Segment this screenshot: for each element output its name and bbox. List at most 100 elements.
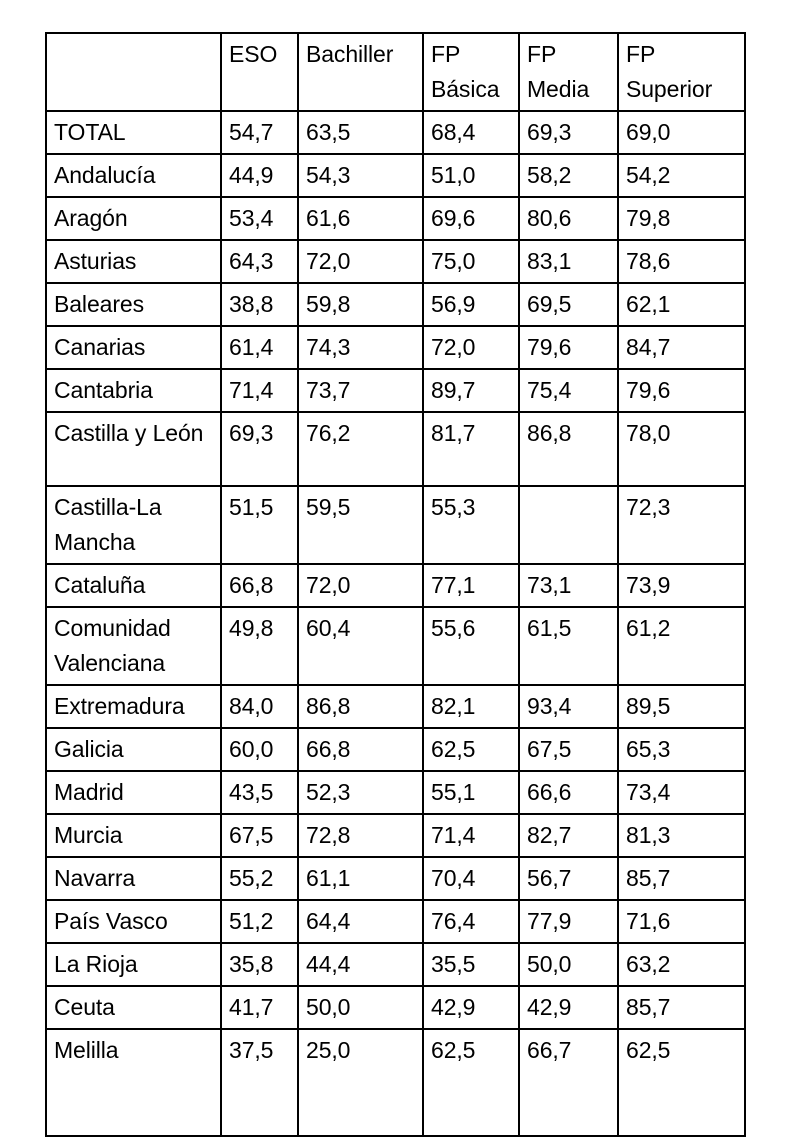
cell-eso: 51,2 <box>220 899 299 944</box>
cell-fp_media <box>518 485 619 565</box>
cell-bachiller: 50,0 <box>297 985 424 1030</box>
cell-fp_superior: 62,1 <box>617 282 746 327</box>
cell-fp_media: 42,9 <box>518 985 619 1030</box>
cell-fp_superior: 54,2 <box>617 153 746 198</box>
cell-bachiller: 86,8 <box>297 684 424 729</box>
cell-fp_superior: 84,7 <box>617 325 746 370</box>
row-label-cell: Canarias <box>45 325 222 370</box>
cell-fp_superior: 69,0 <box>617 110 746 155</box>
cell-eso: 38,8 <box>220 282 299 327</box>
row-label-cell: Cataluña <box>45 563 222 608</box>
cell-eso: 35,8 <box>220 942 299 987</box>
cell-fp_basica: 69,6 <box>422 196 520 241</box>
cell-fp_superior: 63,2 <box>617 942 746 987</box>
cell-fp_basica: 56,9 <box>422 282 520 327</box>
row-label-cell: Andalucía <box>45 153 222 198</box>
cell-fp_basica: 76,4 <box>422 899 520 944</box>
table-row: Murcia 67,5 72,8 71,4 82,7 81,3 <box>45 813 746 858</box>
cell-bachiller: 60,4 <box>297 606 424 686</box>
cell-fp_superior: 81,3 <box>617 813 746 858</box>
row-label-cell: Melilla <box>45 1028 222 1137</box>
table-row: La Rioja 35,8 44,4 35,5 50,0 63,2 <box>45 942 746 987</box>
cell-eso: 66,8 <box>220 563 299 608</box>
table-row: Melilla 37,5 25,0 62,5 66,7 62,5 <box>45 1028 746 1137</box>
cell-eso: 54,7 <box>220 110 299 155</box>
cell-fp_media: 66,7 <box>518 1028 619 1137</box>
cell-fp_basica: 55,1 <box>422 770 520 815</box>
row-label-cell: Castilla-La Mancha <box>45 485 222 565</box>
table-row: Castilla y León 69,3 76,2 81,7 86,8 78,0 <box>45 411 746 487</box>
table-row: Cantabria 71,4 73,7 89,7 75,4 79,6 <box>45 368 746 413</box>
row-label-cell: Navarra <box>45 856 222 901</box>
row-label-cell: TOTAL <box>45 110 222 155</box>
table-row: Madrid 43,5 52,3 55,1 66,6 73,4 <box>45 770 746 815</box>
cell-bachiller: 74,3 <box>297 325 424 370</box>
cell-fp_basica: 75,0 <box>422 239 520 284</box>
row-label-cell: Castilla y León <box>45 411 222 487</box>
cell-fp_media: 50,0 <box>518 942 619 987</box>
cell-bachiller: 73,7 <box>297 368 424 413</box>
cell-eso: 84,0 <box>220 684 299 729</box>
column-header-fp-basica: FP Básica <box>422 32 520 112</box>
column-header-fp-media: FP Media <box>518 32 619 112</box>
column-header-eso: ESO <box>220 32 299 112</box>
cell-eso: 64,3 <box>220 239 299 284</box>
cell-fp_superior: 79,6 <box>617 368 746 413</box>
table-row: Cataluña 66,8 72,0 77,1 73,1 73,9 <box>45 563 746 608</box>
cell-fp_basica: 72,0 <box>422 325 520 370</box>
cell-fp_media: 67,5 <box>518 727 619 772</box>
cell-eso: 67,5 <box>220 813 299 858</box>
cell-fp_basica: 68,4 <box>422 110 520 155</box>
row-label-cell: Cantabria <box>45 368 222 413</box>
cell-fp_media: 82,7 <box>518 813 619 858</box>
cell-bachiller: 61,1 <box>297 856 424 901</box>
row-label-cell: Madrid <box>45 770 222 815</box>
cell-bachiller: 25,0 <box>297 1028 424 1137</box>
cell-eso: 44,9 <box>220 153 299 198</box>
table-row: Aragón 53,4 61,6 69,6 80,6 79,8 <box>45 196 746 241</box>
cell-fp_superior: 71,6 <box>617 899 746 944</box>
table-row: Baleares 38,8 59,8 56,9 69,5 62,1 <box>45 282 746 327</box>
cell-eso: 69,3 <box>220 411 299 487</box>
cell-bachiller: 64,4 <box>297 899 424 944</box>
column-header-fp-superior: FP Superior <box>617 32 746 112</box>
page-canvas: ESO Bachiller FP Básica FP Media FP Supe… <box>45 32 746 1137</box>
cell-fp_superior: 73,9 <box>617 563 746 608</box>
cell-fp_media: 83,1 <box>518 239 619 284</box>
cell-fp_media: 80,6 <box>518 196 619 241</box>
cell-eso: 61,4 <box>220 325 299 370</box>
cell-fp_basica: 35,5 <box>422 942 520 987</box>
column-header-bachiller: Bachiller <box>297 32 424 112</box>
cell-eso: 55,2 <box>220 856 299 901</box>
cell-bachiller: 61,6 <box>297 196 424 241</box>
table-row: Asturias 64,3 72,0 75,0 83,1 78,6 <box>45 239 746 284</box>
cell-bachiller: 66,8 <box>297 727 424 772</box>
table-head: ESO Bachiller FP Básica FP Media FP Supe… <box>45 32 746 112</box>
cell-fp_basica: 70,4 <box>422 856 520 901</box>
cell-bachiller: 59,5 <box>297 485 424 565</box>
table-row: Andalucía 44,9 54,3 51,0 58,2 54,2 <box>45 153 746 198</box>
cell-fp_media: 56,7 <box>518 856 619 901</box>
table-row: Ceuta 41,7 50,0 42,9 42,9 85,7 <box>45 985 746 1030</box>
cell-fp_superior: 89,5 <box>617 684 746 729</box>
row-label-cell: Aragón <box>45 196 222 241</box>
cell-fp_superior: 72,3 <box>617 485 746 565</box>
cell-bachiller: 52,3 <box>297 770 424 815</box>
cell-fp_media: 58,2 <box>518 153 619 198</box>
cell-fp_media: 86,8 <box>518 411 619 487</box>
cell-bachiller: 54,3 <box>297 153 424 198</box>
cell-fp_media: 77,9 <box>518 899 619 944</box>
cell-fp_superior: 62,5 <box>617 1028 746 1137</box>
cell-fp_basica: 55,3 <box>422 485 520 565</box>
row-label-cell: Asturias <box>45 239 222 284</box>
table-row: TOTAL 54,7 63,5 68,4 69,3 69,0 <box>45 110 746 155</box>
row-label-cell: Galicia <box>45 727 222 772</box>
table-row: Navarra 55,2 61,1 70,4 56,7 85,7 <box>45 856 746 901</box>
cell-fp_superior: 73,4 <box>617 770 746 815</box>
cell-fp_superior: 85,7 <box>617 856 746 901</box>
table-row: Castilla-La Mancha 51,5 59,5 55,3 72,3 <box>45 485 746 565</box>
cell-fp_basica: 89,7 <box>422 368 520 413</box>
cell-bachiller: 72,0 <box>297 239 424 284</box>
cell-bachiller: 59,8 <box>297 282 424 327</box>
cell-fp_basica: 42,9 <box>422 985 520 1030</box>
